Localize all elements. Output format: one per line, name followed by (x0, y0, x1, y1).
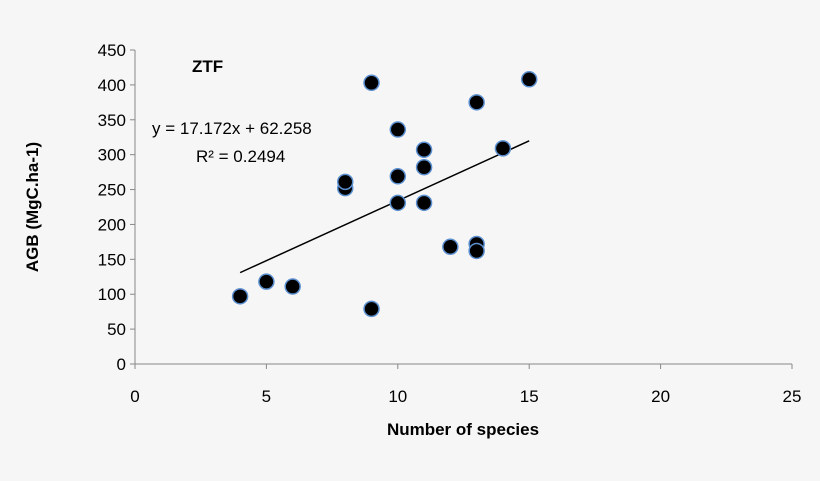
y-tick-label: 450 (98, 41, 126, 60)
axes (130, 49, 793, 369)
x-tick-label: 10 (388, 387, 407, 406)
data-point (442, 238, 459, 256)
y-tick-label: 200 (98, 215, 126, 234)
y-tick-label: 350 (98, 111, 126, 130)
data-point (415, 158, 433, 176)
y-tick-label: 250 (98, 181, 126, 200)
r-squared: R² = 0.2494 (196, 147, 285, 166)
data-point (336, 173, 354, 191)
chart-title: ZTF (192, 57, 223, 76)
data-point (494, 140, 512, 157)
y-tick-label: 150 (98, 250, 126, 269)
data-point (363, 300, 380, 318)
data-point (231, 288, 249, 305)
y-tick-label: 0 (117, 355, 126, 374)
data-point (284, 278, 301, 295)
data-point (258, 273, 275, 290)
y-tick-label: 50 (107, 320, 126, 339)
y-axis-label: AGB (MgC.ha-1) (23, 142, 42, 272)
x-tick-label: 20 (651, 387, 670, 406)
x-tick-label: 25 (783, 387, 802, 406)
x-tick-label: 0 (130, 387, 139, 406)
data-point (468, 242, 485, 260)
y-tick-label: 100 (98, 285, 126, 304)
data-point (520, 71, 538, 88)
data-point (389, 121, 407, 138)
data-point (363, 74, 380, 92)
x-tick-label: 5 (262, 387, 271, 406)
y-tick-label: 400 (98, 76, 126, 95)
y-tick-labels: 0 50 100 150 200 250 300 350 400 450 (98, 41, 126, 374)
trendline (239, 140, 530, 274)
trendline-equation: y = 17.172x + 62.258 (152, 119, 312, 138)
data-point (415, 194, 433, 212)
y-tick-label: 300 (98, 146, 126, 165)
data-point (415, 141, 433, 159)
x-tick-label: 15 (520, 387, 539, 406)
data-points (231, 71, 538, 318)
x-tick-labels: 0 5 10 15 20 25 (130, 387, 801, 406)
data-point (389, 194, 407, 212)
data-point (389, 168, 407, 185)
x-axis-label: Number of species (387, 420, 539, 439)
data-point (468, 94, 485, 111)
